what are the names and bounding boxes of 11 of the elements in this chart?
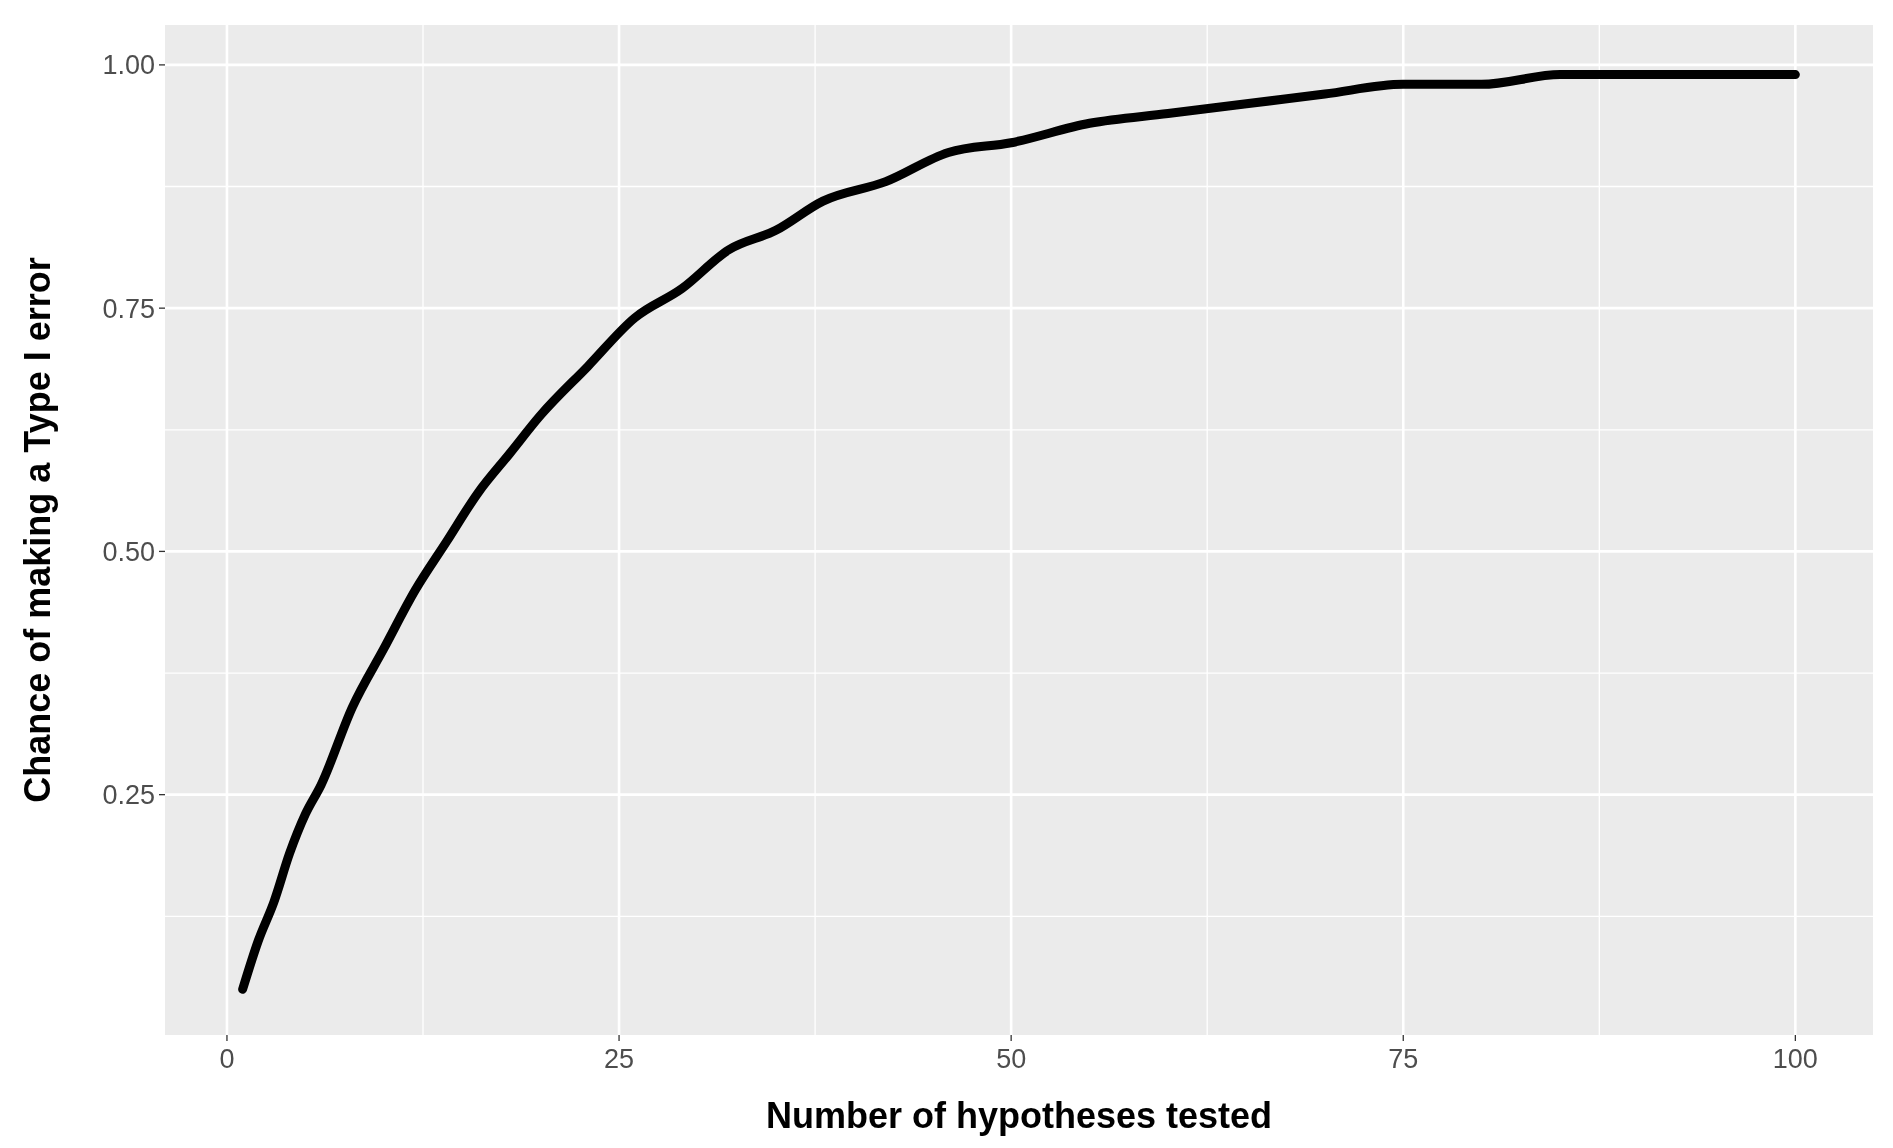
x-axis-title: Number of hypotheses tested — [765, 1095, 1273, 1136]
x-tick-label: 100 — [1772, 1044, 1818, 1074]
x-tick-label: 50 — [996, 1044, 1027, 1074]
y-tick-label: 0.75 — [102, 293, 155, 324]
y-tick-label: 1.00 — [102, 50, 155, 81]
x-tick-label: 25 — [604, 1044, 635, 1074]
x-tick-label: 0 — [219, 1044, 235, 1074]
x-tick-label: 75 — [1388, 1044, 1419, 1074]
y-tick-label: 0.50 — [102, 536, 155, 567]
y-tick-label: 0.25 — [102, 780, 155, 811]
y-axis-title: Chance of making a Type I error — [17, 257, 58, 803]
